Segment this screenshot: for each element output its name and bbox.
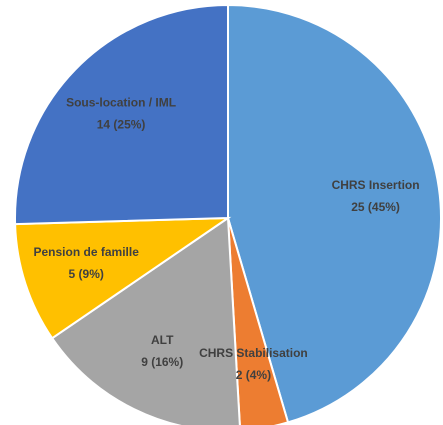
slice-value-label: 25 (45%) [351, 200, 400, 214]
pie-slice [14, 216, 232, 340]
slice-value-label: 14 (25%) [97, 117, 146, 131]
pie-slice [227, 217, 290, 425]
slice-value-label: 5 (9%) [69, 267, 104, 281]
pie-slice [227, 3, 442, 424]
slice-label: Sous-location / IML [66, 95, 176, 109]
slice-value-label: 2 (4%) [236, 368, 271, 382]
slice-label: Pension de famille [34, 245, 140, 259]
slice-label: CHRS Stabilisation [199, 346, 308, 360]
pie-slice [50, 216, 241, 425]
slice-label: CHRS Insertion [332, 178, 420, 192]
pie-slice [14, 3, 229, 226]
slice-label: ALT [151, 333, 174, 347]
slice-value-label: 9 (16%) [141, 355, 183, 369]
